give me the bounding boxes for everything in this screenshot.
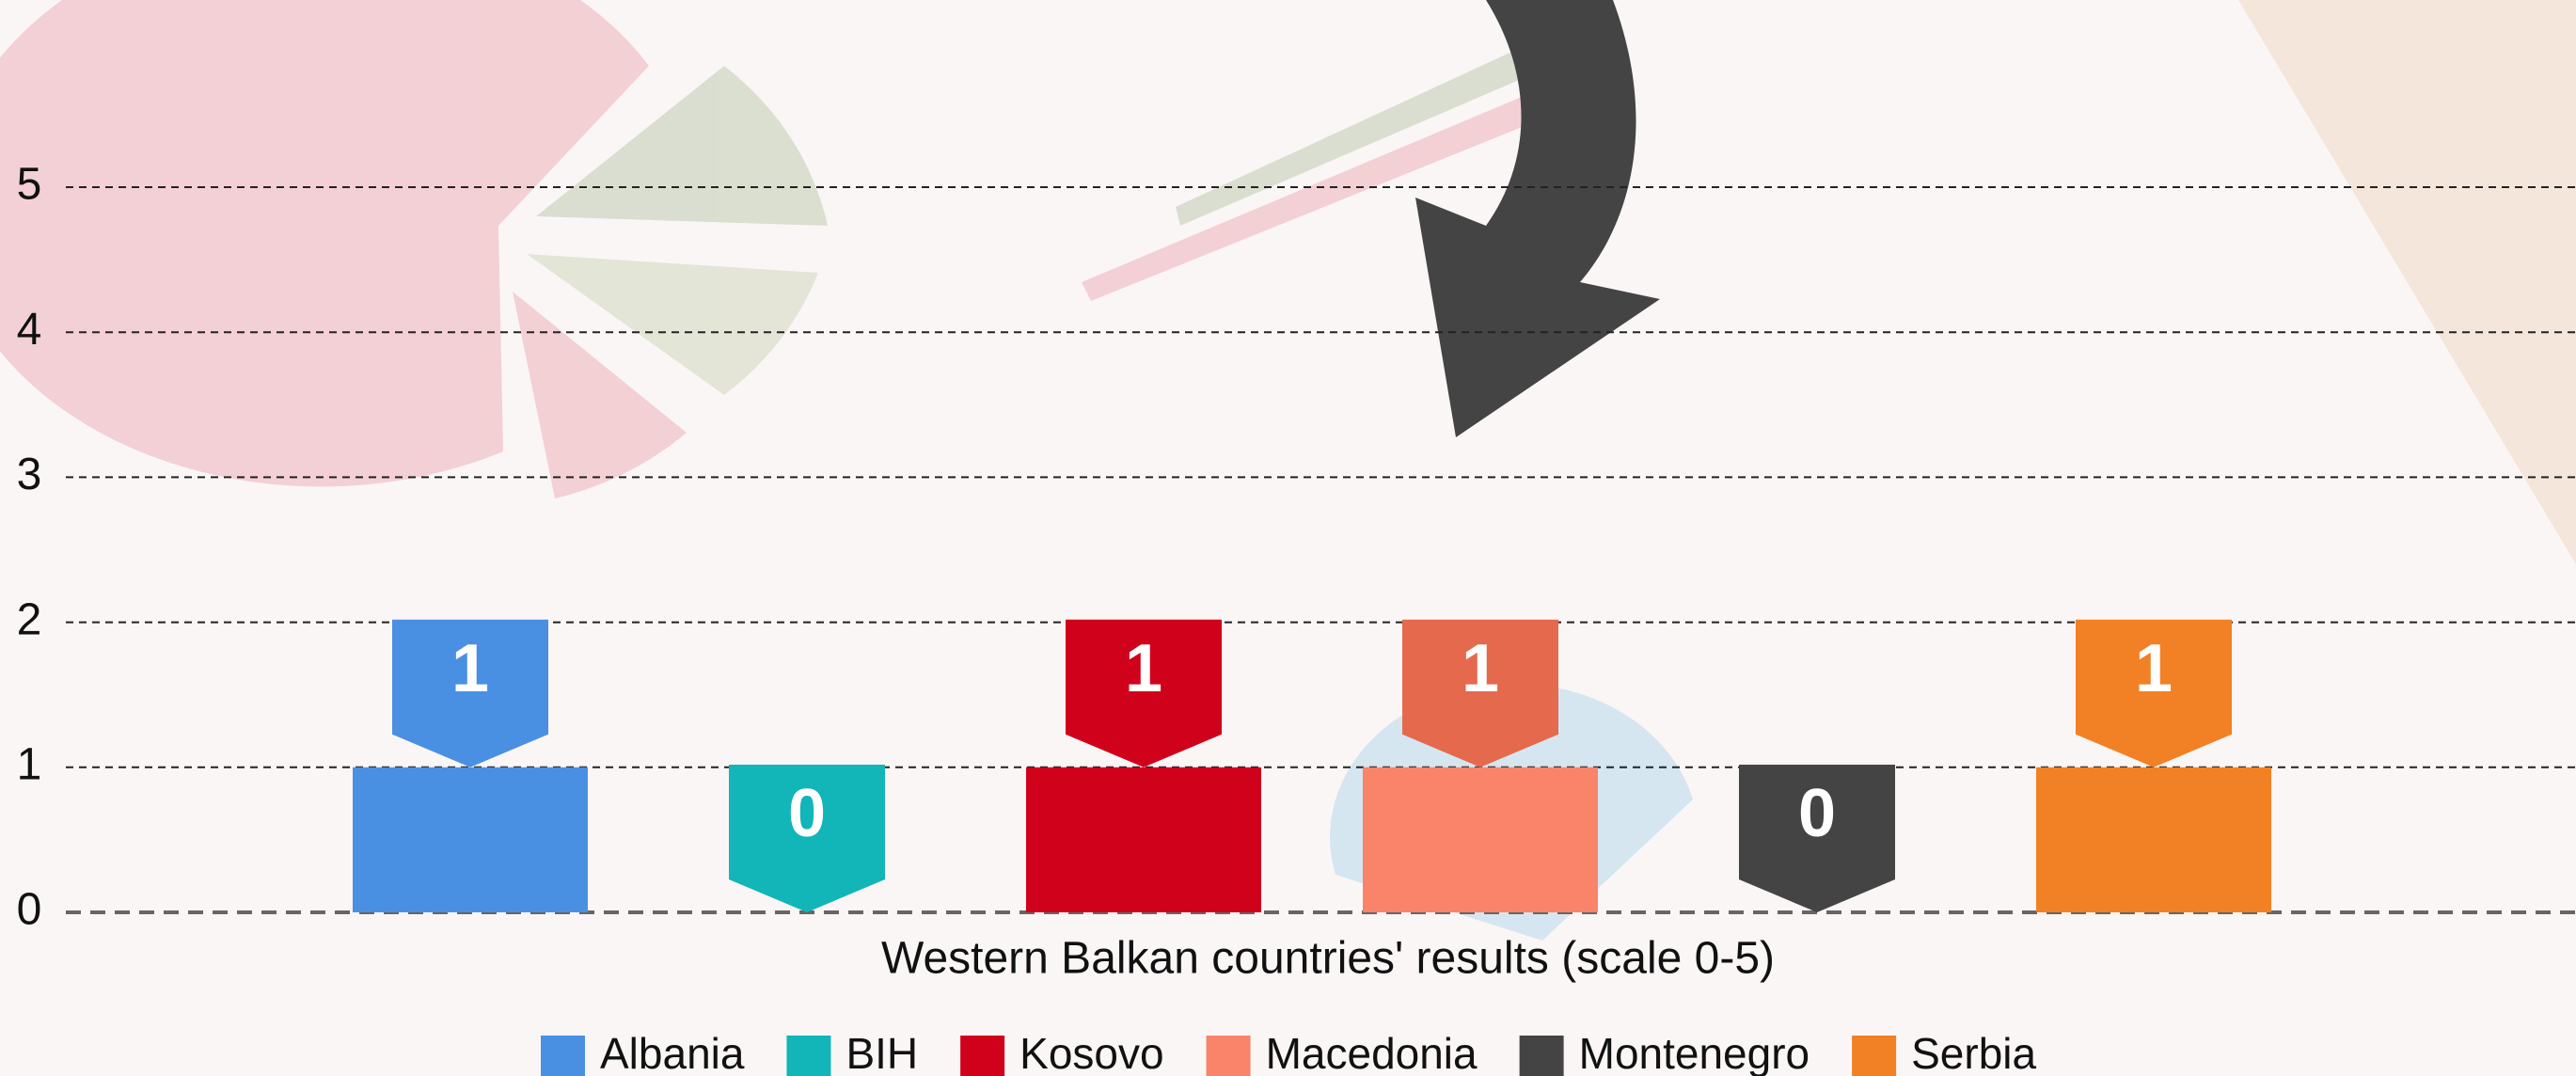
bar	[1363, 767, 1598, 912]
y-tick-label: 3	[17, 450, 42, 499]
y-tick-label: 5	[17, 160, 42, 210]
y-tick-label: 1	[17, 739, 42, 789]
legend-swatch	[960, 1036, 1004, 1076]
y-tick-label: 4	[17, 305, 42, 355]
legend-label: Kosovo	[1019, 1029, 1163, 1076]
bar	[1026, 767, 1261, 912]
bar	[353, 767, 588, 912]
legend-label: Macedonia	[1266, 1029, 1478, 1076]
legend-swatch	[1207, 1036, 1251, 1076]
value-label: 0	[788, 776, 826, 851]
legend-swatch	[1852, 1036, 1896, 1076]
legend-swatch	[786, 1036, 830, 1076]
y-tick-label: 0	[17, 885, 42, 935]
chart: Western Balkan countries' results (scale…	[0, 0, 2576, 1076]
value-label: 1	[1125, 631, 1162, 706]
value-label: 1	[451, 631, 489, 706]
legend-swatch	[541, 1036, 585, 1076]
x-axis-label: Western Balkan countries' results (scale…	[881, 934, 1775, 984]
value-label: 0	[1798, 776, 1836, 851]
legend-label: BIH	[845, 1029, 918, 1076]
legend-label: Albania	[600, 1029, 745, 1076]
legend-label: Montenegro	[1579, 1029, 1810, 1076]
y-tick-label: 2	[17, 594, 42, 644]
value-label: 1	[2135, 631, 2173, 706]
page: Western Balkan countries' results (scale…	[0, 0, 2576, 1076]
value-label: 1	[1462, 631, 1499, 706]
legend-label: Serbia	[1911, 1029, 2036, 1076]
bar	[2036, 767, 2271, 912]
legend-swatch	[1520, 1036, 1564, 1076]
